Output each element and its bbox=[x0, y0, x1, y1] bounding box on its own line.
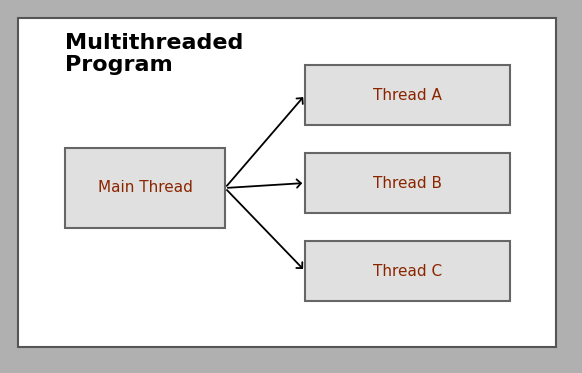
Text: Thread C: Thread C bbox=[373, 263, 442, 279]
Bar bbox=[305, 153, 510, 213]
Bar bbox=[18, 18, 556, 347]
Text: Multithreaded
Program: Multithreaded Program bbox=[65, 33, 243, 75]
Bar bbox=[305, 65, 510, 125]
Text: Main Thread: Main Thread bbox=[98, 181, 193, 195]
Text: Thread A: Thread A bbox=[373, 88, 442, 103]
Bar bbox=[65, 148, 225, 228]
Bar bbox=[26, 26, 564, 355]
Text: Thread B: Thread B bbox=[373, 176, 442, 191]
Bar bbox=[305, 241, 510, 301]
